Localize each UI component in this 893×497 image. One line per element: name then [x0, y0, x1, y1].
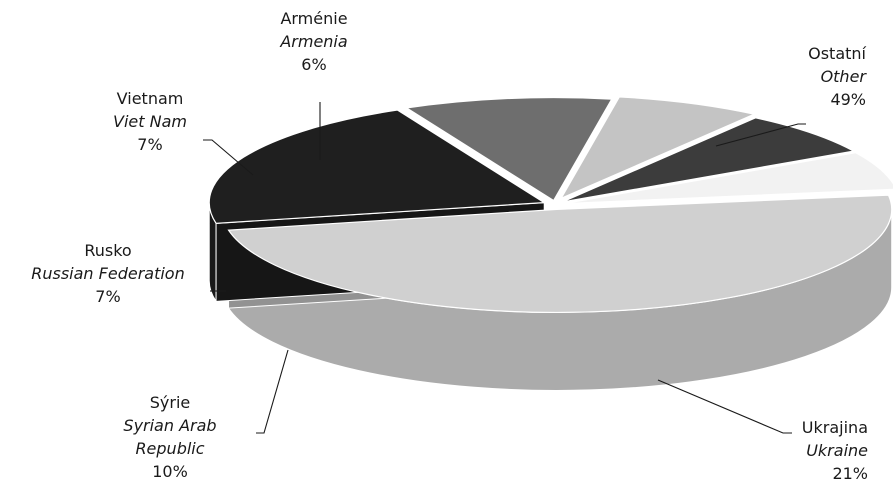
slice-label-line: Syrian Arab: [123, 416, 216, 435]
slice-labels: Ostatní Other 49% Ukrajina Ukraine 21% Sýrie Sy…: [31, 9, 868, 483]
slice-top-0: [227, 194, 893, 314]
leader-line-0: [715, 123, 806, 147]
slice-top-2: [405, 96, 613, 202]
slice-label-line: Rusko: [84, 241, 131, 260]
slice-label-4: Vietnam Viet Nam 7%: [113, 89, 187, 154]
slice-label-line: Ostatní: [808, 44, 866, 63]
slice-label-line: 10%: [152, 462, 188, 481]
slice-label-line: Armenia: [279, 32, 347, 51]
slice-label-1: Ukrajina Ukraine 21%: [802, 418, 868, 483]
slice-label-line: Vietnam: [117, 89, 184, 108]
slice-label-line: Russian Federation: [31, 264, 184, 283]
slice-label-line: 7%: [95, 287, 120, 306]
slice-label-line: Ukrajina: [802, 418, 868, 437]
slice-label-5: Arménie Armenia 6%: [279, 9, 347, 74]
slice-label-line: 7%: [137, 135, 162, 154]
slice-label-line: Arménie: [280, 9, 347, 28]
slice-label-3: Rusko Russian Federation 7%: [31, 241, 184, 306]
slice-label-line: Ukraine: [806, 441, 868, 460]
leader-lines: [203, 102, 806, 434]
slice-top-1: [208, 109, 547, 224]
slice-label-line: Sýrie: [150, 393, 191, 412]
slice-label-line: 6%: [301, 55, 326, 74]
leader-line-4: [203, 139, 254, 176]
slice-label-2: Sýrie Syrian Arab Republic 10%: [123, 393, 216, 481]
slice-label-0: Ostatní Other 49%: [808, 44, 867, 109]
slice-label-line: 21%: [832, 464, 868, 483]
slice-top-3: [559, 96, 757, 200]
leader-line-1: [657, 379, 792, 434]
pie-tops: [208, 96, 893, 314]
slice-label-line: Viet Nam: [113, 112, 187, 131]
slice-label-line: Other: [821, 67, 868, 86]
slice-label-line: Republic: [135, 439, 204, 458]
slice-top-4: [562, 117, 856, 203]
slice-label-line: 49%: [830, 90, 866, 109]
slice-top-5: [564, 152, 893, 205]
leader-line-2: [256, 349, 289, 434]
